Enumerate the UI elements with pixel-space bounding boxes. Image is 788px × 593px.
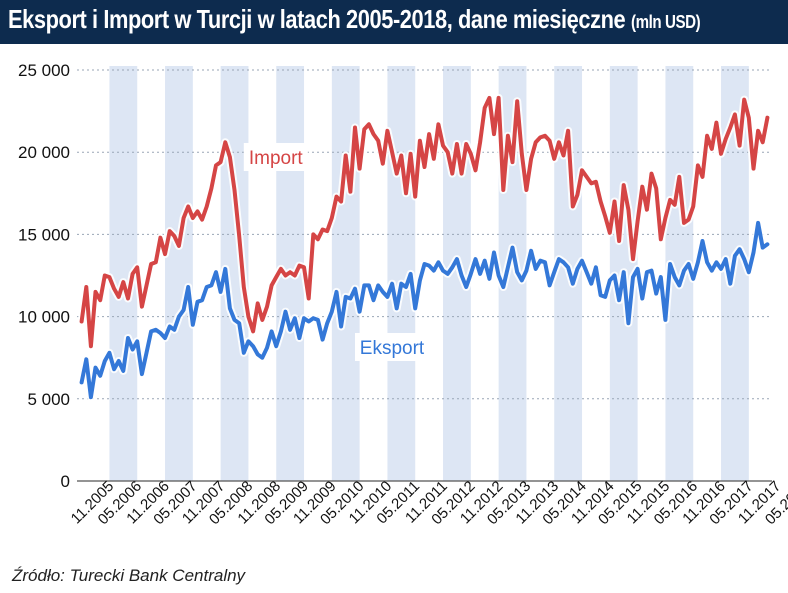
chart-title-text: Eksport i Import w Turcji w latach 2005-… bbox=[8, 4, 626, 34]
title-bar: Eksport i Import w Turcji w latach 2005-… bbox=[0, 0, 788, 44]
y-tick-label: 5 000 bbox=[27, 390, 70, 409]
x-axis-labels: 11.200505.200611.200605.200711.200705.20… bbox=[68, 478, 788, 528]
eksport-line bbox=[79, 220, 770, 400]
import-label-box bbox=[243, 143, 308, 171]
series-lines bbox=[77, 93, 772, 402]
y-tick-label: 25 000 bbox=[18, 61, 70, 80]
series-labels: Import Eksport bbox=[243, 143, 429, 361]
source-note: Źródło: Turecki Bank Centralny bbox=[12, 566, 246, 585]
y-tick-label: 20 000 bbox=[18, 143, 70, 162]
background-band bbox=[165, 66, 193, 481]
eksport-label-box bbox=[355, 333, 429, 361]
y-tick-label: 15 000 bbox=[18, 225, 70, 244]
chart-title-unit: (mln USD) bbox=[630, 12, 701, 32]
y-tick-label: 0 bbox=[61, 472, 70, 491]
import-line bbox=[79, 95, 770, 349]
import-series-label: Import bbox=[249, 148, 304, 169]
y-axis-labels: 0 5 000 10 000 15 000 20 000 25 000 bbox=[18, 61, 70, 491]
chart-title: Eksport i Import w Turcji w latach 2005-… bbox=[8, 4, 701, 35]
y-tick-label: 10 000 bbox=[18, 308, 70, 327]
eksport-series-label: Eksport bbox=[360, 338, 425, 359]
chart-area: 0 5 000 10 000 15 000 20 000 25 000 11.200505… bbox=[18, 61, 788, 528]
